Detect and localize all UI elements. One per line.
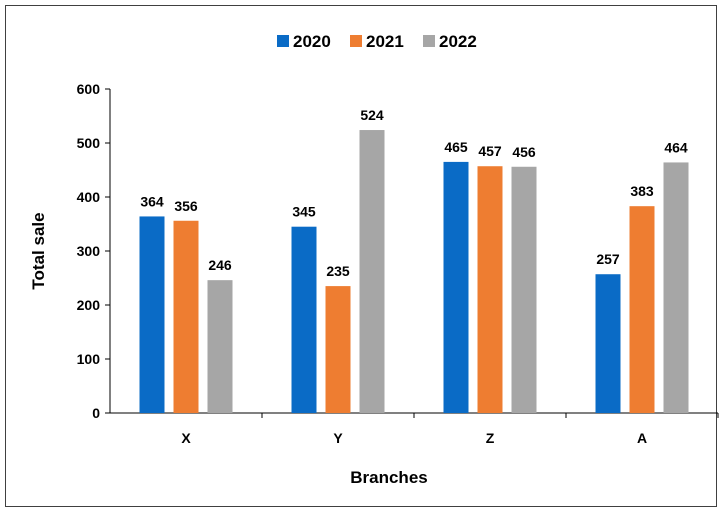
legend-label-2020: 2020: [293, 32, 331, 51]
data-label-2020-Y: 345: [292, 204, 316, 220]
data-label-2022-Y: 524: [360, 107, 384, 123]
legend-swatch-2022: [423, 35, 435, 47]
bars: [139, 130, 689, 414]
bar-2021-Y: [325, 286, 351, 413]
legend: 2020 2021 2022: [277, 32, 477, 51]
bar-2020-Y: [291, 226, 317, 413]
x-tick-label: A: [637, 430, 647, 446]
data-label-2020-A: 257: [596, 251, 620, 267]
bar-2022-X: [207, 280, 233, 413]
data-label-2021-A: 383: [630, 183, 654, 199]
bar-2021-Z: [477, 166, 503, 413]
x-tick-label: X: [181, 430, 191, 446]
data-label-2021-Z: 457: [478, 143, 502, 159]
y-tick-label: 300: [77, 243, 101, 259]
bar-2021-A: [629, 206, 655, 413]
bar-2022-Y: [359, 130, 385, 414]
y-tick-label: 400: [77, 189, 101, 205]
data-label-2020-X: 364: [140, 193, 164, 209]
y-tick-label: 0: [92, 405, 100, 421]
x-tick-label: Z: [486, 430, 495, 446]
data-label-2020-Z: 465: [444, 139, 468, 155]
y-tick-label: 200: [77, 297, 101, 313]
bar-2022-A: [663, 162, 689, 413]
legend-swatch-2021: [350, 35, 362, 47]
bar-2020-Z: [443, 161, 469, 413]
y-axis-title: Total sale: [29, 212, 48, 289]
data-labels: 364 356 246 345 235 524 465 457 456 257 383 464: [140, 107, 688, 279]
y-tick-label: 100: [77, 351, 101, 367]
y-tick-label: 600: [77, 81, 101, 97]
data-label-2022-X: 246: [208, 257, 232, 273]
data-label-2022-A: 464: [664, 139, 688, 155]
data-label-2022-Z: 456: [512, 144, 536, 160]
legend-label-2021: 2021: [366, 32, 404, 51]
bar-2020-X: [139, 216, 165, 413]
x-axis-title: Branches: [350, 468, 427, 487]
y-tick-label: 500: [77, 135, 101, 151]
legend-swatch-2020: [277, 35, 289, 47]
bar-2021-X: [173, 220, 199, 413]
y-axis: 0 100 200 300 400 500 600: [77, 81, 111, 421]
legend-label-2022: 2022: [439, 32, 477, 51]
x-tick-label: Y: [333, 430, 343, 446]
bar-2020-A: [595, 274, 621, 413]
data-label-2021-Y: 235: [326, 263, 350, 279]
bar-2022-Z: [511, 166, 537, 413]
data-label-2021-X: 356: [174, 198, 198, 214]
